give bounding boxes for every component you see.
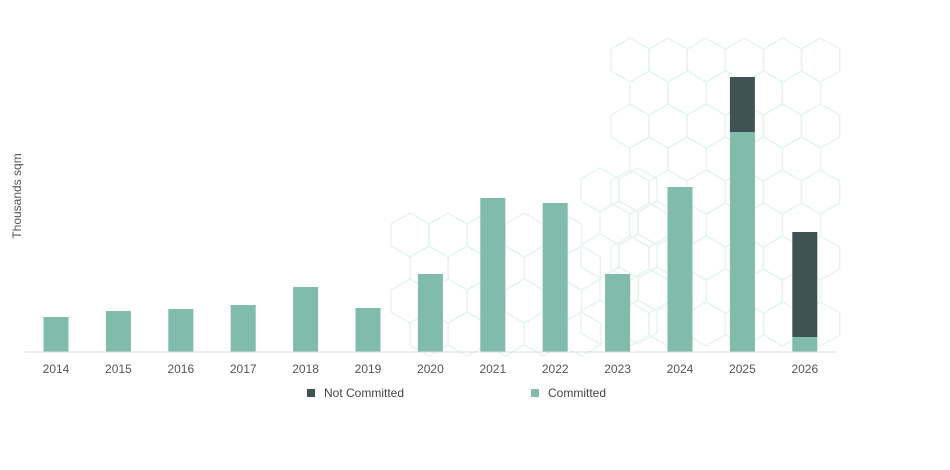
hexagon-pattern-cell	[648, 37, 688, 83]
hexagon-pattern-cell	[781, 136, 822, 182]
hexagon-pattern-cell	[667, 136, 707, 182]
legend: Not Committed Committed	[0, 386, 950, 404]
legend-swatch-committed	[531, 389, 539, 397]
bar-committed-2023	[605, 274, 631, 352]
x-tick-label-2015: 2015	[105, 362, 132, 376]
x-tick-label-2017: 2017	[230, 362, 257, 376]
hexagon-pattern-cell	[667, 70, 707, 116]
x-tick-label-2014: 2014	[43, 362, 70, 376]
legend-item-not-committed: Not Committed	[307, 386, 404, 400]
bar-committed-2022	[542, 203, 568, 352]
bar-not-committed-2026	[792, 232, 818, 337]
bar-not-committed-2025	[729, 77, 755, 132]
x-tick-label-2024: 2024	[667, 362, 694, 376]
bar-committed-2020	[417, 274, 443, 352]
x-tick-label-2018: 2018	[292, 362, 319, 376]
bars-group	[43, 77, 818, 352]
hexagon-pattern-cell	[800, 37, 841, 83]
hexagon-pattern-cell	[580, 167, 620, 213]
hexagon-pattern-cell	[686, 301, 727, 347]
hexagon-pattern-cell	[762, 37, 803, 83]
legend-item-committed: Committed	[531, 386, 606, 400]
x-tick-label-2026: 2026	[791, 362, 818, 376]
hexagon-pattern-cell	[762, 103, 803, 149]
bar-committed-2024	[667, 187, 693, 352]
bar-committed-2016	[168, 309, 194, 352]
bar-committed-2025	[729, 132, 755, 352]
bar-committed-2021	[480, 198, 506, 352]
hexagon-pattern-cell	[610, 103, 650, 149]
hexagon-pattern-cell	[781, 70, 822, 116]
hexagon-pattern-cell	[686, 103, 727, 149]
x-tick-label-2025: 2025	[729, 362, 756, 376]
hexagon-pattern-cell	[686, 37, 727, 83]
hexagon-pattern-cell	[724, 37, 765, 83]
x-tick-label-2016: 2016	[167, 362, 194, 376]
bar-committed-2018	[293, 287, 319, 352]
hexagon-pattern-cell	[504, 278, 545, 324]
bar-committed-2015	[105, 311, 131, 352]
hexagon-pattern-cell	[800, 103, 841, 149]
legend-swatch-not-committed	[307, 389, 315, 397]
hexagon-pattern-cell	[686, 235, 727, 281]
hexagon-pattern-cell	[390, 212, 430, 258]
x-tick-label-2022: 2022	[542, 362, 569, 376]
bar-committed-2026	[792, 337, 818, 352]
hexagon-pattern-cell	[629, 70, 669, 116]
legend-label-not-committed: Not Committed	[324, 386, 405, 400]
bar-committed-2019	[355, 308, 381, 352]
hexagon-pattern-cell	[428, 212, 468, 258]
x-tick-label-2020: 2020	[417, 362, 444, 376]
hexagon-pattern-cell	[648, 103, 688, 149]
x-tick-label-2023: 2023	[604, 362, 631, 376]
y-axis-label: Thousands sqm	[10, 153, 24, 238]
bar-committed-2017	[230, 305, 256, 352]
hexagon-pattern-cell	[504, 212, 545, 258]
x-tick-labels: 2014 2015 2016 2017 2018 2019 2020 2021 2022 2023…	[43, 362, 819, 376]
legend-label-committed: Committed	[548, 386, 607, 400]
hexagon-pattern-cell	[762, 169, 803, 215]
x-tick-label-2021: 2021	[479, 362, 506, 376]
hexagon-pattern-cell	[686, 169, 727, 215]
hexagon-pattern-cell	[800, 169, 841, 215]
x-tick-label-2019: 2019	[355, 362, 382, 376]
bar-committed-2014	[43, 317, 69, 352]
hexagon-pattern-cell	[610, 37, 650, 83]
